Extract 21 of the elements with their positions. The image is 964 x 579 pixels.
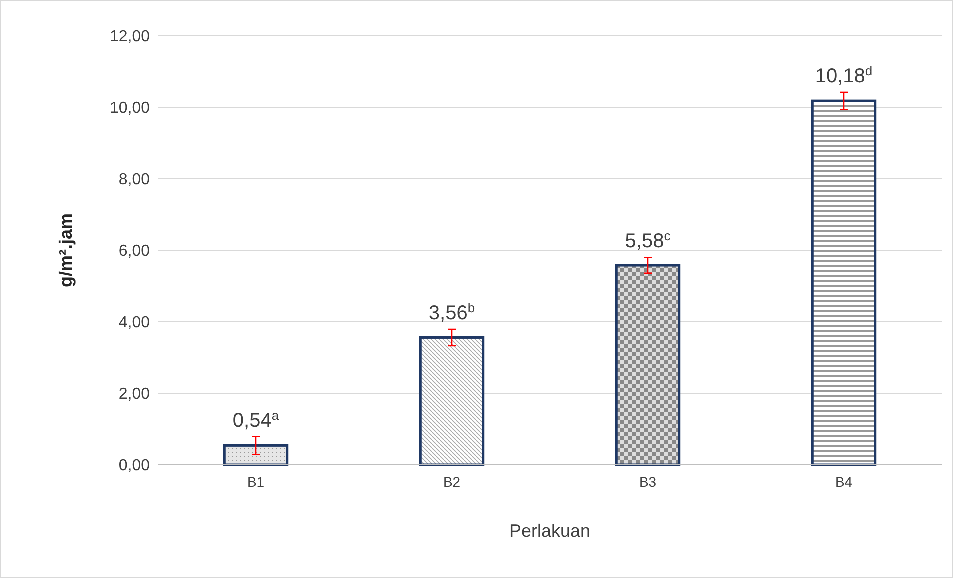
x-tick-label: B3 <box>639 474 657 490</box>
y-tick-label: 6,00 <box>118 243 150 260</box>
y-tick-label: 12,00 <box>110 28 150 46</box>
y-axis-title: g/m².jam <box>56 213 76 288</box>
x-tick-label: B4 <box>835 474 853 490</box>
x-tick-label: B2 <box>443 474 461 490</box>
data-label: 3,56$^{b}$ <box>428 300 476 325</box>
y-tick-label: 10,00 <box>110 100 150 118</box>
y-tick-label: 2,00 <box>118 386 150 404</box>
data-label: 0,54$^{a}$ <box>232 407 280 432</box>
y-tick-label: 4,00 <box>118 314 150 332</box>
x-axis-title: Perlakuan <box>509 521 591 541</box>
bar <box>419 336 485 466</box>
y-tick-label: 8,00 <box>118 172 150 189</box>
x-tick-label: B1 <box>247 474 265 490</box>
bar <box>615 264 681 466</box>
bar <box>811 100 877 466</box>
bar <box>223 444 289 466</box>
data-label: 5,58$^{c}$ <box>625 228 672 253</box>
y-tick-label: 0,00 <box>118 458 150 475</box>
data-label: 10,18$^{d}$ <box>815 62 873 88</box>
